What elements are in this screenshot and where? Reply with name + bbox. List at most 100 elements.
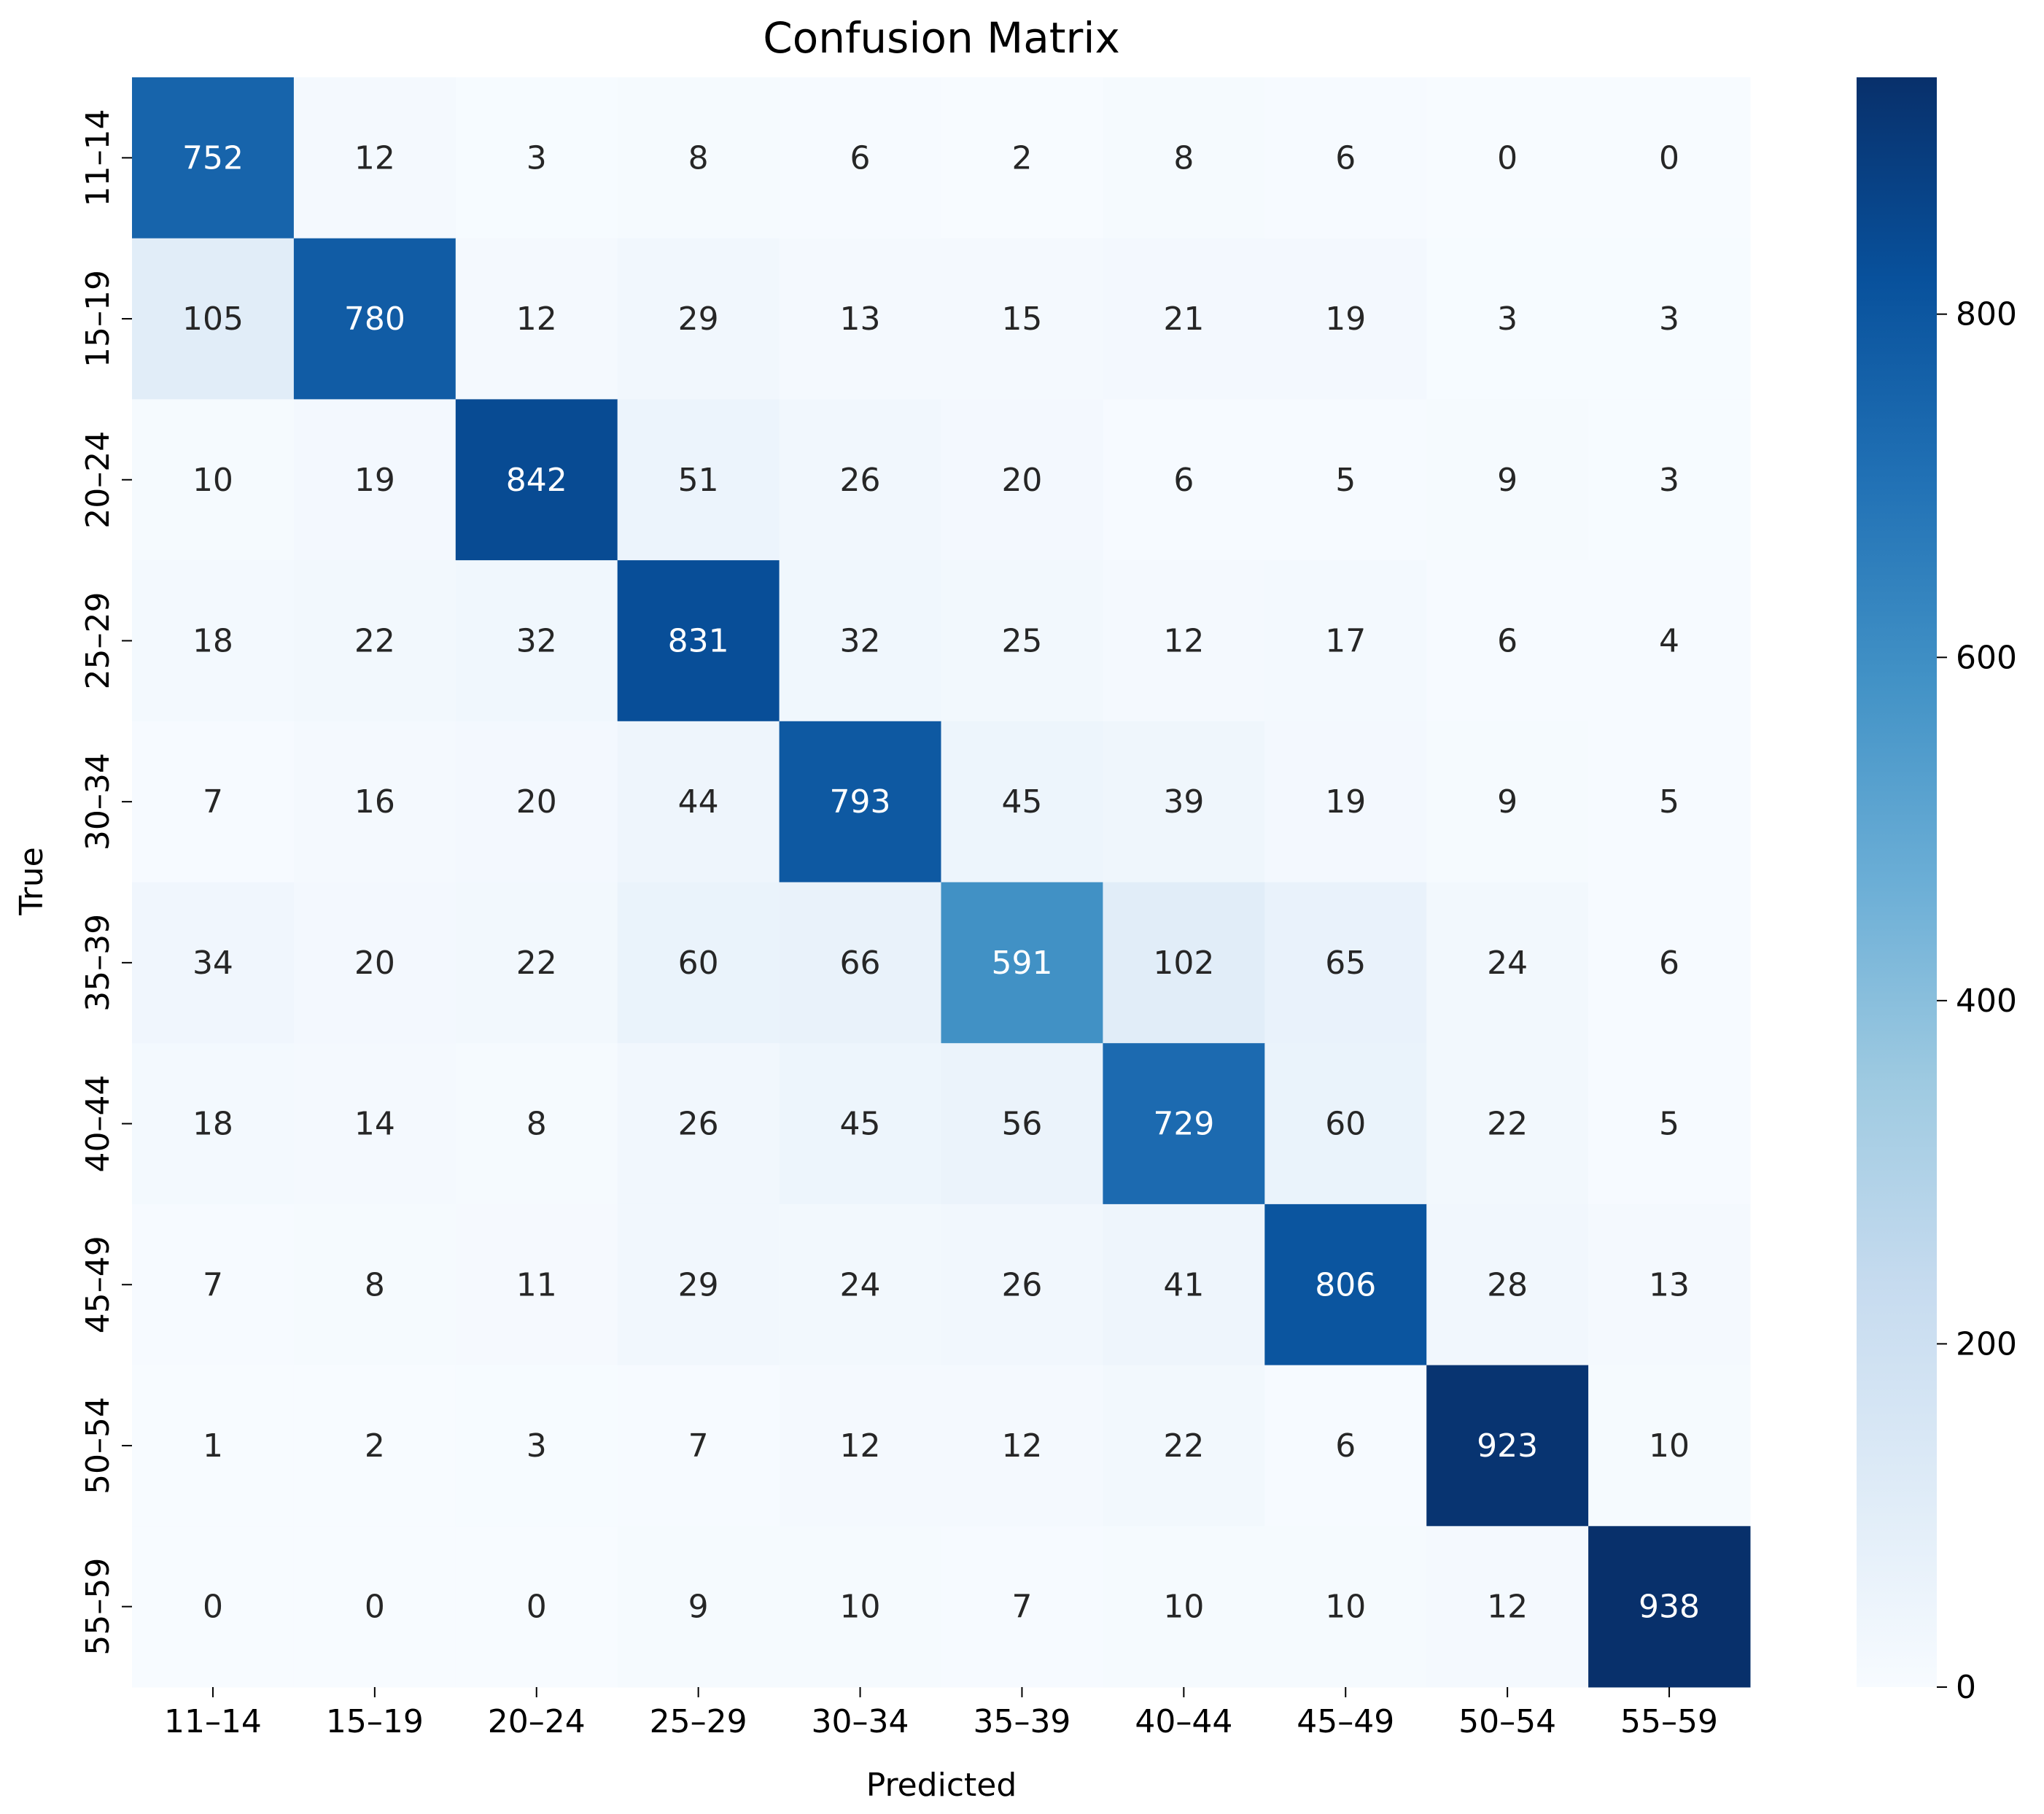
x-tick-label: 30–34 [812,1703,909,1740]
heatmap-cell [617,560,780,722]
heatmap-cell [455,1526,618,1688]
cell-value-label: 0 [365,1589,385,1626]
chart-title: Confusion Matrix [763,13,1120,63]
heatmap-cell [455,238,618,400]
cell-value-label: 22 [516,945,557,982]
x-axis-label: Predicted [866,1767,1017,1804]
heatmap-cell [941,721,1103,883]
heatmap-cell [617,399,780,561]
heatmap-cell [455,1365,618,1527]
x-tick-label: 15–19 [326,1703,424,1740]
cell-value-label: 591 [991,945,1052,982]
cell-value-label: 14 [354,1106,395,1143]
heatmap-cell [779,1203,941,1366]
x-tick-label: 45–49 [1297,1703,1394,1740]
heatmap-cell [941,1526,1103,1688]
heatmap-cell [941,399,1103,561]
y-tick-label: 25–29 [79,592,117,689]
y-tick-label: 30–34 [79,753,117,850]
heatmap-cell [1103,1365,1265,1527]
cell-value-label: 32 [516,622,557,659]
cell-value-label: 3 [1659,462,1679,499]
heatmap-cell [1264,882,1427,1044]
cell-value-label: 6 [1173,462,1194,499]
cell-value-label: 56 [1001,1106,1042,1143]
heatmap-cell [617,1203,780,1366]
x-tick-label: 55–59 [1620,1703,1718,1740]
cell-value-label: 22 [1163,1427,1204,1465]
heatmap-cell [779,882,941,1044]
heatmap-cell [1103,721,1265,883]
cell-value-label: 923 [1477,1427,1538,1465]
cell-value-label: 8 [526,1106,547,1143]
heatmap-cell [779,1043,941,1205]
cell-value-label: 2 [365,1427,385,1465]
heatmap-cell [132,882,295,1044]
y-tick-label: 50–54 [79,1397,117,1495]
cell-value-label: 13 [840,301,881,338]
cell-value-label: 12 [1487,1589,1528,1626]
heatmap-cell [132,1203,295,1366]
cell-value-label: 105 [182,301,244,338]
heatmap-cells [132,77,1751,1688]
heatmap-cell [1264,1365,1427,1527]
heatmap-cell [293,1365,456,1527]
y-tick-label: 40–44 [79,1075,117,1173]
heatmap-cell [132,1365,295,1527]
heatmap-cell [1426,560,1589,722]
cell-value-label: 12 [840,1427,881,1465]
cell-value-label: 8 [688,139,709,177]
y-tick-label: 20–24 [79,431,117,529]
cell-value-label: 5 [1335,462,1356,499]
heatmap-cell [132,560,295,722]
heatmap-cell [1264,1043,1427,1205]
heatmap-cell [1264,721,1427,883]
cell-value-label: 752 [182,139,244,177]
cell-value-label: 9 [1497,783,1518,821]
cell-value-label: 66 [840,945,881,982]
cell-value-label: 65 [1325,945,1366,982]
cell-value-label: 10 [1163,1589,1204,1626]
cell-value-label: 1 [203,1427,223,1465]
cell-value-label: 3 [1659,301,1679,338]
cell-value-label: 29 [678,301,719,338]
heatmap-cell [941,560,1103,722]
heatmap-cell [1426,721,1589,883]
heatmap-cell [779,1365,941,1527]
x-tick-label: 20–24 [488,1703,586,1740]
heatmap-cell [293,238,456,400]
cell-value-label: 34 [193,945,233,982]
cell-value-label: 44 [678,783,719,821]
cell-value-label: 22 [1487,1106,1528,1143]
heatmap-cell [779,1526,941,1688]
cell-value-label: 7 [1011,1589,1032,1626]
heatmap-cell [293,882,456,1044]
cell-value-label: 831 [668,622,729,659]
heatmap-cell [1426,399,1589,561]
heatmap-cell [1426,238,1589,400]
heatmap-cell [1588,560,1751,722]
heatmap-cell [132,77,295,239]
cell-value-label: 102 [1153,945,1214,982]
heatmap-cell [617,882,780,1044]
y-tick-label: 11–14 [79,109,117,206]
cell-value-label: 0 [526,1589,547,1626]
heatmap-cell [617,1043,780,1205]
colorbar-tick-label: 200 [1956,1325,2017,1363]
cell-value-label: 17 [1325,622,1366,659]
heatmap-cell [1588,721,1751,883]
cell-value-label: 12 [516,301,557,338]
cell-value-label: 5 [1659,1106,1679,1143]
cell-value-label: 780 [344,301,405,338]
cell-value-label: 20 [354,945,395,982]
x-tick-label: 11–14 [164,1703,262,1740]
heatmap-cell [132,399,295,561]
heatmap-cell [941,882,1103,1044]
heatmap-cell [1103,882,1265,1044]
heatmap-cell [617,721,780,883]
cell-value-label: 26 [840,462,881,499]
cell-value-label: 8 [1173,139,1194,177]
heatmap-cell [941,1365,1103,1527]
cell-value-label: 15 [1001,301,1042,338]
x-axis-ticks: 11–14 15–19 20–24 25–29 30–34 35–39 40–44 45–49… [164,1687,1718,1740]
